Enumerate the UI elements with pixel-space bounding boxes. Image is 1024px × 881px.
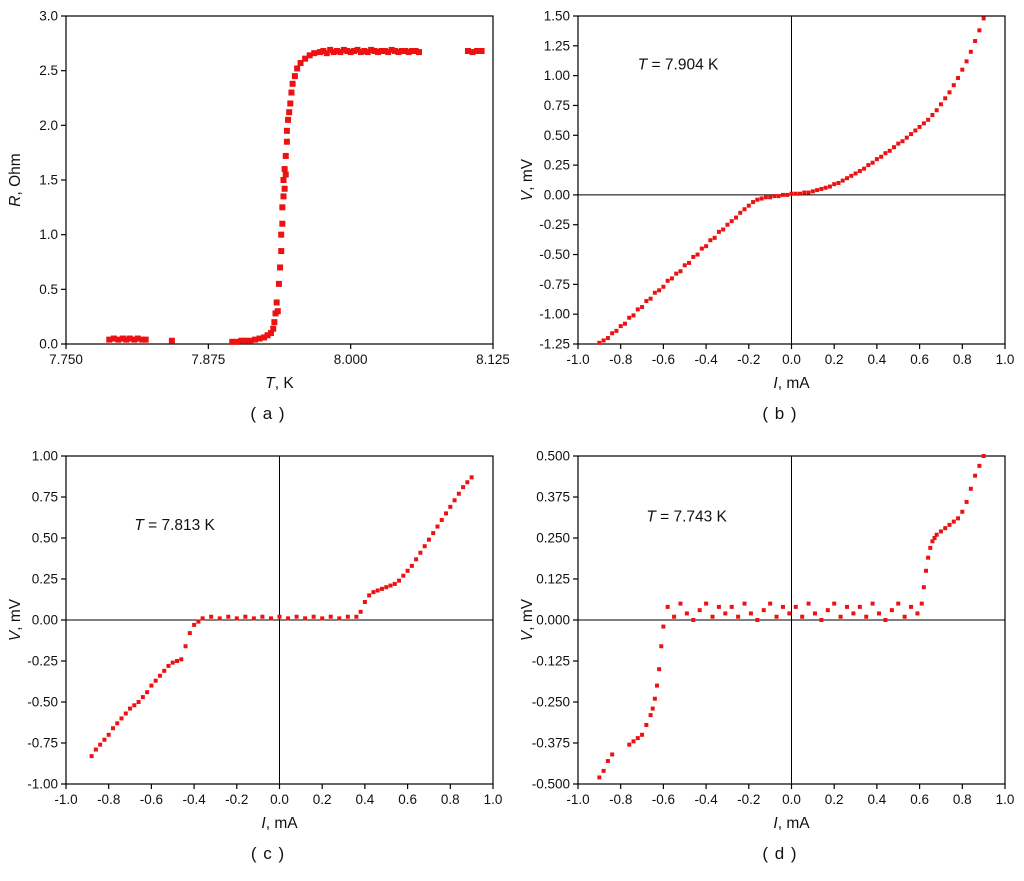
svg-text:-0.250: -0.250 (531, 695, 569, 710)
svg-text:0.4: 0.4 (355, 792, 374, 807)
svg-text:V, mV: V, mV (7, 598, 24, 641)
svg-text:0.6: 0.6 (910, 352, 929, 367)
panel-a: 7.750 7.875 8.000 8.125 0.0 0.5 1.0 1.5 2.0 2.5 3.… (0, 0, 512, 440)
svg-text:T = 7.813 K: T = 7.813 K (134, 517, 215, 534)
svg-text:-1.25: -1.25 (539, 337, 570, 352)
svg-text:0.25: 0.25 (543, 158, 569, 173)
svg-text:1.00: 1.00 (31, 449, 57, 464)
svg-text:-1.00: -1.00 (539, 307, 570, 322)
svg-text:-0.6: -0.6 (651, 792, 674, 807)
svg-text:0.000: 0.000 (536, 613, 570, 628)
svg-text:-0.8: -0.8 (609, 352, 632, 367)
svg-text:-0.6: -0.6 (651, 352, 674, 367)
svg-text:-0.50: -0.50 (27, 695, 58, 710)
chart-c-canvas: -1.0 -0.8 -0.6 -0.4 -0.2 0.0 0.2 0.4 0.6 0.8 1.0 -1… (7, 449, 502, 833)
svg-text:0.500: 0.500 (536, 449, 570, 464)
svg-text:1.50: 1.50 (543, 9, 569, 24)
svg-text:7.750: 7.750 (49, 352, 83, 367)
svg-text:0.5: 0.5 (39, 282, 58, 297)
svg-text:-1.00: -1.00 (27, 777, 58, 792)
svg-text:-0.8: -0.8 (97, 792, 120, 807)
svg-text:-0.500: -0.500 (531, 777, 569, 792)
caption-d: ( d ) (762, 844, 798, 863)
svg-text:0.8: 0.8 (952, 352, 971, 367)
svg-text:0.25: 0.25 (31, 572, 57, 587)
svg-text:0.2: 0.2 (312, 792, 331, 807)
svg-text:0.0: 0.0 (782, 352, 801, 367)
svg-text:3.0: 3.0 (39, 9, 58, 24)
svg-text:1.0: 1.0 (995, 792, 1014, 807)
svg-text:R, Ohm: R, Ohm (7, 153, 24, 206)
svg-text:-0.50: -0.50 (539, 247, 570, 262)
svg-text:0.00: 0.00 (543, 187, 569, 202)
svg-text:V, mV: V, mV (519, 158, 536, 201)
svg-text:I, mA: I, mA (773, 815, 810, 832)
svg-text:-0.75: -0.75 (539, 277, 570, 292)
svg-text:-0.4: -0.4 (694, 352, 718, 367)
svg-text:0.0: 0.0 (270, 792, 289, 807)
svg-text:0.0: 0.0 (39, 337, 58, 352)
svg-text:-0.2: -0.2 (737, 792, 760, 807)
caption-a: ( a ) (250, 404, 286, 423)
svg-text:0.6: 0.6 (398, 792, 417, 807)
svg-text:-1.0: -1.0 (566, 792, 589, 807)
svg-text:2.5: 2.5 (39, 63, 58, 78)
svg-text:1.00: 1.00 (543, 68, 569, 83)
svg-text:0.250: 0.250 (536, 531, 570, 546)
svg-text:0.125: 0.125 (536, 572, 570, 587)
svg-text:T = 7.743 K: T = 7.743 K (646, 509, 727, 526)
svg-text:0.375: 0.375 (536, 490, 570, 505)
svg-text:-0.4: -0.4 (182, 792, 206, 807)
svg-text:0.6: 0.6 (910, 792, 929, 807)
caption-c: ( c ) (250, 844, 286, 863)
svg-text:-0.125: -0.125 (531, 654, 569, 669)
svg-text:-0.6: -0.6 (139, 792, 162, 807)
svg-text:0.50: 0.50 (543, 128, 569, 143)
svg-text:0.8: 0.8 (440, 792, 459, 807)
panel-c: -1.0 -0.8 -0.6 -0.4 -0.2 0.0 0.2 0.4 0.6 0.8 1.0 -1… (0, 440, 512, 881)
svg-text:0.2: 0.2 (824, 792, 843, 807)
svg-text:I, mA: I, mA (261, 815, 298, 832)
svg-text:-0.2: -0.2 (737, 352, 760, 367)
svg-text:0.2: 0.2 (824, 352, 843, 367)
svg-text:0.4: 0.4 (867, 352, 886, 367)
svg-text:-0.25: -0.25 (27, 654, 58, 669)
svg-text:T, K: T, K (265, 375, 294, 392)
svg-text:0.75: 0.75 (543, 98, 569, 113)
svg-text:8.000: 8.000 (333, 352, 367, 367)
svg-text:-0.375: -0.375 (531, 736, 569, 751)
svg-text:1.0: 1.0 (995, 352, 1014, 367)
svg-text:0.4: 0.4 (867, 792, 886, 807)
chart-b-canvas: -1.0 -0.8 -0.6 -0.4 -0.2 0.0 0.2 0.4 0.6 0.8 1.0 -1… (519, 9, 1014, 393)
svg-text:0.8: 0.8 (952, 792, 971, 807)
svg-text:0.00: 0.00 (31, 613, 57, 628)
svg-text:0.0: 0.0 (782, 792, 801, 807)
svg-text:-1.0: -1.0 (54, 792, 77, 807)
svg-text:1.0: 1.0 (483, 792, 502, 807)
svg-text:I, mA: I, mA (773, 375, 810, 392)
svg-text:-0.8: -0.8 (609, 792, 632, 807)
svg-text:-0.75: -0.75 (27, 736, 58, 751)
svg-text:T = 7.904 K: T = 7.904 K (637, 57, 718, 74)
svg-text:-1.0: -1.0 (566, 352, 589, 367)
svg-text:V, mV: V, mV (519, 598, 536, 641)
svg-text:0.75: 0.75 (31, 490, 57, 505)
chart-a-canvas: 7.750 7.875 8.000 8.125 0.0 0.5 1.0 1.5 2.0 2.5 3.… (7, 9, 509, 393)
svg-text:0.50: 0.50 (31, 531, 57, 546)
panel-d: -1.0 -0.8 -0.6 -0.4 -0.2 0.0 0.2 0.4 0.6 0.8 1.0 -0… (512, 440, 1024, 881)
svg-text:-0.4: -0.4 (694, 792, 718, 807)
svg-text:2.0: 2.0 (39, 118, 58, 133)
svg-text:-0.25: -0.25 (539, 217, 570, 232)
svg-text:-0.2: -0.2 (225, 792, 248, 807)
svg-text:1.0: 1.0 (39, 227, 58, 242)
svg-text:8.125: 8.125 (476, 352, 509, 367)
caption-b: ( b ) (762, 404, 798, 423)
svg-text:1.25: 1.25 (543, 38, 569, 53)
svg-text:1.5: 1.5 (39, 173, 58, 188)
panel-b: -1.0 -0.8 -0.6 -0.4 -0.2 0.0 0.2 0.4 0.6 0.8 1.0 -1… (512, 0, 1024, 440)
svg-text:7.875: 7.875 (191, 352, 225, 367)
chart-d-canvas: -1.0 -0.8 -0.6 -0.4 -0.2 0.0 0.2 0.4 0.6 0.8 1.0 -0… (519, 449, 1014, 833)
